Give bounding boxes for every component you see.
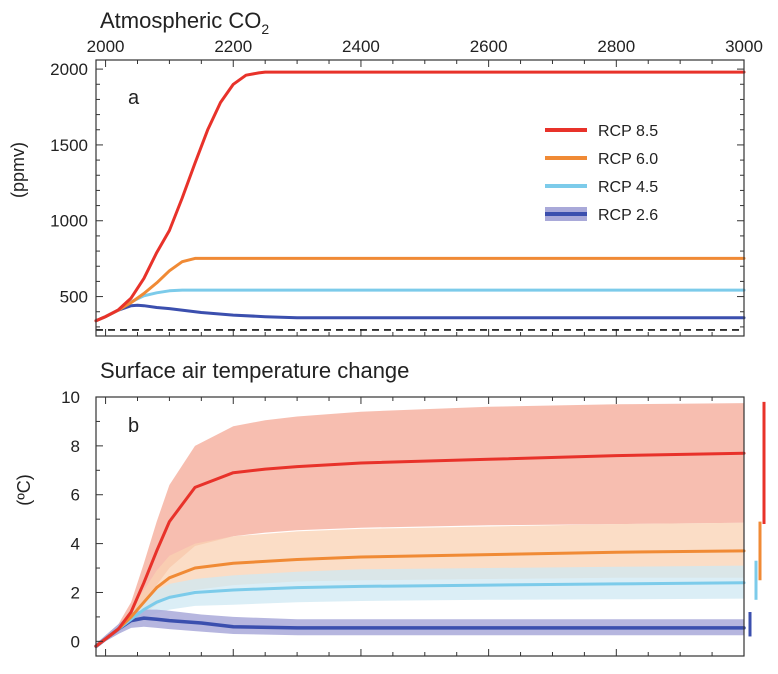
panel-a-frame	[95, 59, 745, 337]
legend-label: RCP 6.0	[598, 151, 658, 168]
xtick-label: 2800	[597, 37, 635, 56]
panel-b-frame	[95, 396, 745, 657]
panel-a-chart: Atmospheric CO2 (ppmv) 2000 2200 2400 2600 2…	[8, 8, 763, 337]
panel-a-ylabel: (ppmv)	[8, 142, 28, 198]
panel-b-ytick-labels: 0 2 4 6 8 10	[61, 388, 80, 651]
legend: RCP 8.5 RCP 6.0 RCP 4.5 RCP 2.6	[545, 123, 658, 224]
panel-a-series	[94, 70, 746, 323]
band-rcp-4-5	[96, 565, 744, 649]
xtick-label: 2200	[214, 37, 252, 56]
ytick-label: 4	[71, 535, 80, 554]
panel-a-title: Atmospheric CO2	[100, 8, 269, 37]
panel-b-range-bars	[748, 401, 766, 637]
ytick-label: 500	[60, 288, 88, 307]
legend-label: RCP 2.6	[598, 207, 658, 224]
co2-line-rcp-8-5	[94, 70, 746, 323]
panel-b-uncertainty-bands	[96, 403, 744, 649]
panel-a-xtick-labels: 2000 2200 2400 2600 2800 3000	[87, 37, 763, 56]
legend-entry-rcp-2-6: RCP 2.6	[545, 207, 658, 224]
xtick-label: 2600	[470, 37, 508, 56]
panel-b-series	[94, 451, 746, 648]
xtick-label: 3000	[725, 37, 763, 56]
ytick-label: 6	[71, 486, 80, 505]
legend-entry-rcp-4-5: RCP 4.5	[545, 179, 658, 196]
ytick-label: 0	[71, 632, 80, 651]
band-rcp-8-5	[96, 403, 744, 649]
panel-b-chart: Surface air temperature change (ºC) 0 2 4 6…	[14, 358, 766, 657]
panel-a-ytick-labels: 500 1000 1500 2000	[50, 60, 88, 306]
ytick-label: 8	[71, 437, 80, 456]
ytick-label: 1500	[50, 136, 88, 155]
co2-line-rcp-4-5	[94, 288, 746, 323]
legend-entry-rcp-8-5: RCP 8.5	[545, 123, 658, 140]
co2-line-rcp-2-6	[94, 303, 746, 323]
ytick-label: 2000	[50, 60, 88, 79]
temp-line-rcp-8-5	[94, 451, 746, 648]
panel-a-label: a	[128, 87, 140, 109]
panel-b-ylabel: (ºC)	[14, 474, 34, 506]
legend-entry-rcp-6-0: RCP 6.0	[545, 151, 658, 168]
legend-label: RCP 4.5	[598, 179, 658, 196]
panel-b-title: Surface air temperature change	[100, 358, 409, 383]
panel-b-label: b	[128, 415, 139, 437]
xtick-label: 2000	[87, 37, 125, 56]
ytick-label: 2	[71, 583, 80, 602]
ytick-label: 1000	[50, 212, 88, 231]
xtick-label: 2400	[342, 37, 380, 56]
ytick-label: 10	[61, 388, 80, 407]
panel-a-ticks	[96, 60, 745, 336]
legend-label: RCP 8.5	[598, 123, 658, 140]
